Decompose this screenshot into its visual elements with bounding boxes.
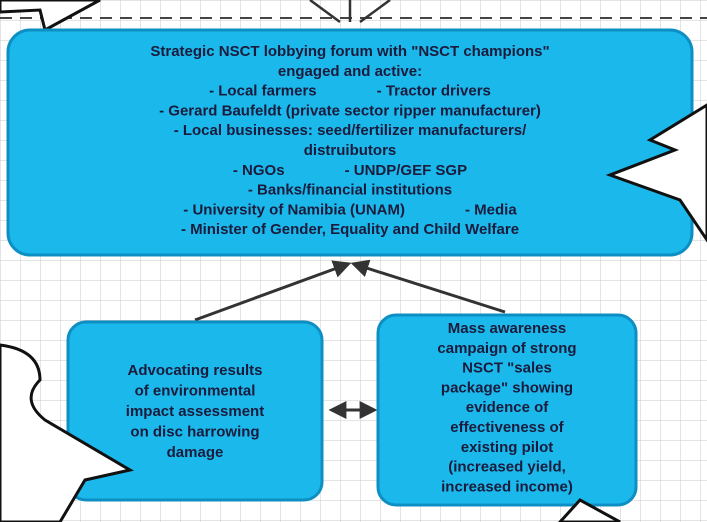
text-segment: existing pilot (461, 439, 554, 456)
node-text: effectiveness of (450, 419, 564, 436)
text-segment: - Tractor drivers (377, 83, 491, 100)
node-text: existing pilot (461, 439, 554, 456)
text-segment: Strategic NSCT lobbying forum with "NSCT… (150, 43, 549, 60)
text-segment: campaign of strong (437, 340, 576, 357)
text-segment: damage (167, 444, 224, 461)
node-text: impact assessment (126, 403, 264, 420)
node-text: - Gerard Baufeldt (private sector ripper… (159, 102, 541, 119)
text-segment: - Gerard Baufeldt (private sector ripper… (159, 102, 541, 119)
node-text: damage (167, 444, 224, 461)
text-segment: (increased yield, (448, 459, 566, 476)
node-text: increased income) (441, 478, 573, 495)
node-text: Strategic NSCT lobbying forum with "NSCT… (150, 43, 549, 60)
box-left (66, 320, 324, 502)
text-segment: on disc harrowing (130, 423, 259, 440)
text-segment: NSCT "sales (462, 360, 552, 377)
node-text: package" showing (441, 379, 573, 396)
text-segment: Advocating results (127, 362, 262, 379)
speech-bubble (0, 343, 135, 522)
arrows (194, 259, 506, 419)
node-text: Mass awareness (448, 320, 566, 337)
text-segment: - Banks/financial institutions (248, 182, 452, 199)
node-text: Advocating results (127, 362, 262, 379)
text-segment: Mass awareness (448, 320, 566, 337)
node-text: - Banks/financial institutions (248, 182, 452, 199)
node-text: campaign of strong (437, 340, 576, 357)
node-text: engaged and active: (278, 63, 422, 80)
node-text: of environmental (135, 382, 256, 399)
text-segment: evidence of (466, 399, 550, 416)
text-segment: - NGOs (233, 162, 285, 179)
text-segment: - Media (465, 201, 517, 218)
text-segment: effectiveness of (450, 419, 564, 436)
node-text: - University of Namibia (UNAM) - Media (183, 201, 517, 218)
node-text: on disc harrowing (130, 423, 259, 440)
text-segment: - Minister of Gender, Equality and Child… (181, 221, 519, 238)
text-segment: engaged and active: (278, 63, 422, 80)
node-text: (increased yield, (448, 459, 566, 476)
text-segment: package" showing (441, 379, 573, 396)
labels: Strategic NSCT lobbying forum with "NSCT… (126, 43, 577, 495)
speech-bubble (605, 103, 707, 243)
text-segment: - University of Namibia (UNAM) (183, 201, 405, 218)
node-text: NSCT "sales (462, 360, 552, 377)
node-text: - NGOs - UNDP/GEF SGP (233, 162, 467, 179)
text-segment: of environmental (135, 382, 256, 399)
text-segment: - Local businesses: seed/fertilizer manu… (174, 122, 527, 139)
box-right (376, 313, 638, 507)
text-segment: distruibutors (304, 142, 397, 159)
text-segment: increased income) (441, 478, 573, 495)
node-text: distruibutors (304, 142, 397, 159)
text-segment: impact assessment (126, 403, 264, 420)
text-segment: - Local farmers (209, 83, 317, 100)
speech-bubble (0, 0, 101, 33)
node-text: - Local farmers - Tractor drivers (209, 83, 491, 100)
node-text: - Local businesses: seed/fertilizer manu… (174, 122, 527, 139)
node-text: - Minister of Gender, Equality and Child… (181, 221, 519, 238)
text-segment: - UNDP/GEF SGP (345, 162, 468, 179)
top-connectors (309, 0, 391, 24)
speech-bubble (557, 498, 621, 522)
node-text: evidence of (466, 399, 550, 416)
